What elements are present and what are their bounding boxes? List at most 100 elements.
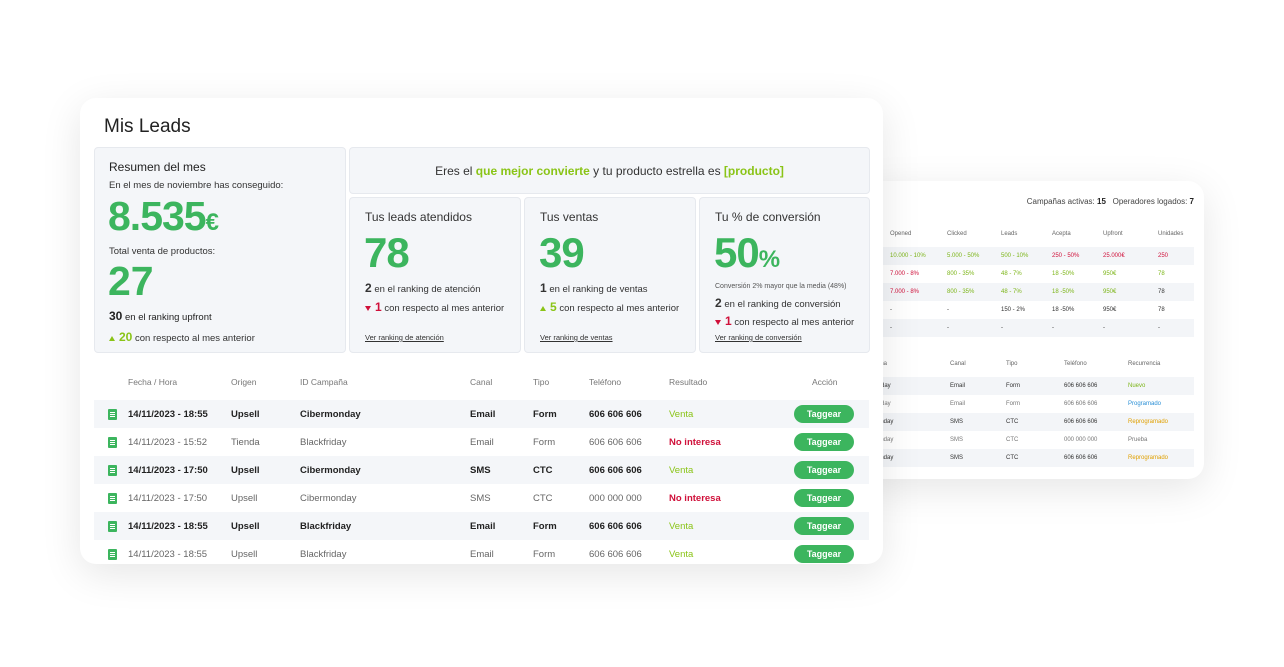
conversion-value: 50 [714, 229, 760, 276]
cell-phone: 606 606 606 [589, 436, 642, 448]
cell-acepta: 18 -50% [1052, 271, 1075, 277]
cell-channel: Email [470, 436, 494, 448]
document-icon[interactable] [108, 408, 117, 420]
summary-subtitle: En el mes de noviembre has conseguido: [109, 180, 284, 191]
document-icon[interactable] [108, 464, 117, 476]
star-product-banner: Eres el que mejor convierte y tu product… [349, 147, 870, 194]
cell-phone: 000 000 000 [589, 492, 642, 504]
cell-acepta: 250 - 50% [1052, 253, 1080, 259]
table-row[interactable]: 14/11/2023 - 17:50 Upsell Cibermonday SM… [94, 456, 869, 484]
cell-acepta: - [1052, 325, 1054, 331]
table-row[interactable]: 14/11/2023 - 18:55 Upsell Blackfriday Em… [94, 512, 869, 540]
upfront-ranking: 30 en el ranking upfront [109, 309, 212, 323]
tag-button[interactable]: Taggear [794, 461, 854, 479]
cell-type: Form [1006, 401, 1020, 407]
ranking-text: en el ranking de ventas [549, 284, 648, 295]
triangle-up-icon [109, 335, 115, 341]
cell-recurrence: Nuevo [1128, 383, 1146, 389]
cell-channel: SMS [950, 437, 964, 443]
tag-button[interactable]: Taggear [794, 517, 854, 535]
table-row[interactable]: 14/11/2023 - 18:55 Upsell Cibermonday Em… [94, 400, 869, 428]
table-row[interactable]: 7.000 - 8% 800 - 35% 48 - 7% 18 -50% 950… [860, 265, 1194, 283]
table-row[interactable]: 7.000 - 8% 800 - 35% 48 - 7% 18 -50% 950… [860, 283, 1194, 301]
cell-phone: 606 606 606 [589, 408, 642, 420]
ranking-link[interactable]: Ver ranking de ventas [540, 333, 613, 342]
kpi-leads-panel: Tus leads atendidos 78 2 en el ranking d… [349, 197, 521, 353]
summary-amount: 8.535€ [108, 191, 219, 248]
table-row[interactable]: onday SMS CTC 000 000 000 Prueba [860, 431, 1194, 449]
ranking-value: 1 [540, 281, 547, 295]
table-row[interactable]: onday SMS CTC 606 606 606 Reprogramado [860, 449, 1194, 467]
kpi-ranking: 2 en el ranking de atención [365, 281, 481, 295]
kpi-value: 78 [364, 229, 410, 276]
cell-campaign: Blackfriday [300, 548, 347, 560]
table-row[interactable]: day Email Form 606 606 606 Programado [860, 395, 1194, 413]
cell-clicked: 5.000 - 50% [947, 253, 980, 259]
document-icon[interactable] [108, 520, 117, 532]
table-row[interactable]: - - - - - - [860, 319, 1194, 337]
delta-value: 1 [725, 314, 732, 328]
document-icon[interactable] [108, 492, 117, 504]
kpi-title: Tus leads atendidos [365, 210, 472, 224]
cell-recurrence: Reprogramado [1128, 455, 1169, 461]
cell-upfront: 25.000€ [1103, 253, 1125, 259]
cell-opened: 10.000 - 10% [890, 253, 926, 259]
cell-origin: Upsell [231, 408, 260, 420]
cell-recurrence: Programado [1128, 401, 1162, 407]
cell-channel: Email [470, 520, 496, 532]
table-row[interactable]: 14/11/2023 - 18:55 Upsell Blackfriday Em… [94, 540, 869, 564]
cell-phone: 606 606 606 [589, 548, 642, 560]
triangle-up-icon [540, 305, 546, 311]
cell-type: CTC [533, 492, 553, 504]
table-row[interactable]: 10.000 - 10% 5.000 - 50% 500 - 10% 250 -… [860, 247, 1194, 265]
cell-campaign: Cibermonday [300, 408, 361, 420]
column-header: Opened [890, 231, 912, 237]
tag-button[interactable]: Taggear [794, 489, 854, 507]
table-header: aña Canal Tipo Teléfono Recurrencia [860, 351, 1194, 377]
cell-recurrence: Reprogramado [1128, 419, 1169, 425]
document-icon[interactable] [108, 548, 117, 560]
banner-text: Eres el [435, 163, 473, 178]
kpi-conversion-panel: Tu % de conversión 50% Conversión 2% may… [699, 197, 870, 353]
cell-date: 14/11/2023 - 15:52 [128, 436, 208, 448]
cell-origin: Upsell [231, 464, 260, 476]
table-row[interactable]: onday SMS CTC 606 606 606 Reprogramado [860, 413, 1194, 431]
cell-clicked: 800 - 35% [947, 289, 975, 295]
table-row[interactable]: 14/11/2023 - 17:50 Upsell Cibermonday SM… [94, 484, 869, 512]
cell-result: Venta [669, 408, 694, 420]
tag-button[interactable]: Taggear [794, 405, 854, 423]
kpi-value: 39 [539, 229, 585, 276]
cell-result: Venta [669, 464, 694, 476]
banner-text: y tu producto estrella es [593, 163, 721, 178]
cell-leads: - [1001, 325, 1003, 331]
cell-phone: 606 606 606 [1064, 455, 1098, 461]
cell-campaign: onday [877, 455, 894, 461]
my-leads-card: Mis Leads Resumen del mes En el mes de n… [80, 98, 883, 564]
upfront-delta: 20 con respecto al mes anterior [109, 330, 255, 344]
tag-button[interactable]: Taggear [794, 545, 854, 563]
column-header: Origen [231, 377, 257, 387]
table-header: Opened Clicked Leads Acepta Upfront Unid… [860, 221, 1194, 247]
cell-channel: SMS [470, 464, 491, 476]
delta-value: 1 [375, 300, 382, 314]
cell-channel: Email [470, 548, 494, 560]
tag-button[interactable]: Taggear [794, 433, 854, 451]
ranking-link[interactable]: Ver ranking de conversión [715, 333, 802, 342]
campaigns-label: Campañas activas: [1026, 197, 1095, 206]
cell-phone: 606 606 606 [589, 520, 642, 532]
cell-leads: 500 - 10% [1001, 253, 1029, 259]
table-row[interactable]: - - 150 - 2% 18 -50% 950€ 78 [860, 301, 1194, 319]
banner-product: [producto] [723, 163, 784, 178]
amount-value: 8.535 [108, 193, 207, 239]
column-header: Canal [950, 361, 966, 367]
campaigns-card: Campañas activas: 15 Operadores logados:… [860, 181, 1204, 479]
operators-label: Operadores logados: [1112, 197, 1188, 206]
cell-upfront: - [1103, 325, 1105, 331]
cell-opened: 7.000 - 8% [890, 271, 920, 277]
delta-text: con respecto al mes anterior [135, 333, 255, 344]
table-row[interactable]: 14/11/2023 - 15:52 Tienda Blackfriday Em… [94, 428, 869, 456]
table-row[interactable]: day Email Form 606 606 606 Nuevo [860, 377, 1194, 395]
ranking-link[interactable]: Ver ranking de atención [365, 333, 444, 342]
page-title: Mis Leads [104, 116, 191, 137]
document-icon[interactable] [108, 436, 117, 448]
